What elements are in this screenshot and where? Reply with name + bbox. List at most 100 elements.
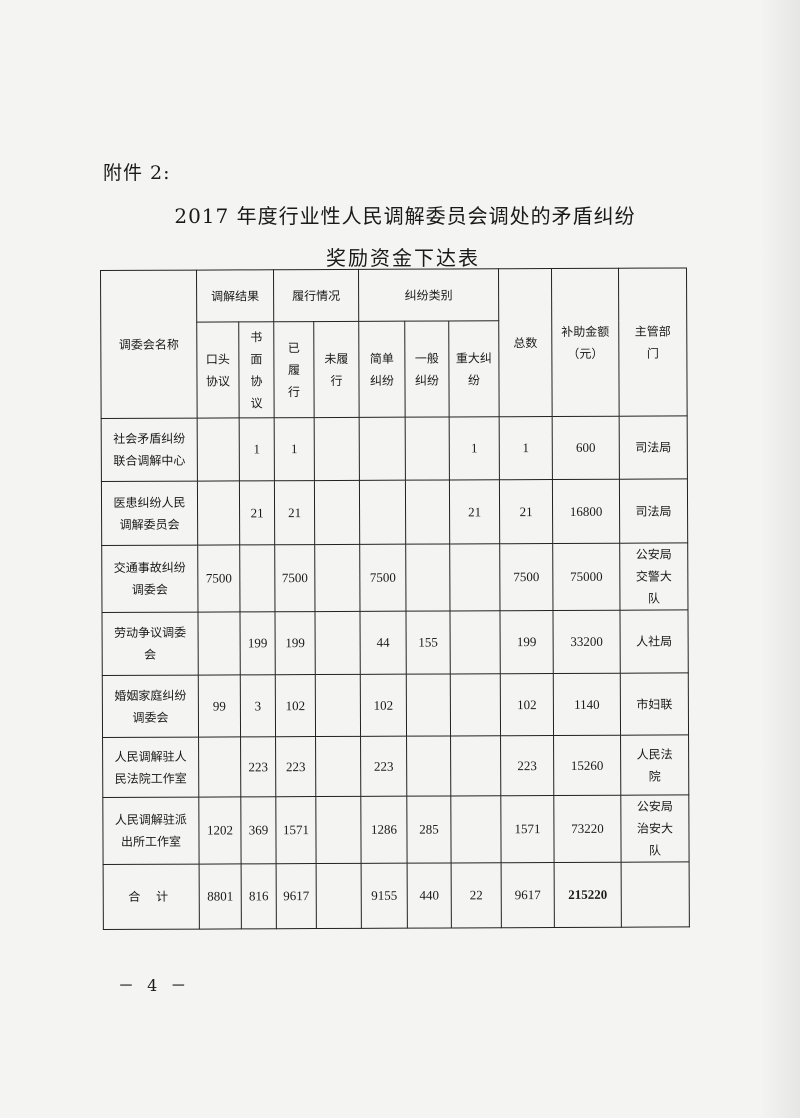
row-name: 劳动争议调委会	[101, 612, 199, 676]
cell-6	[450, 735, 501, 796]
cell-4: 102	[360, 674, 407, 737]
row-name: 医患纠纷人民调解委员会	[101, 481, 198, 546]
cell-0: 1202	[198, 796, 242, 865]
cell-1: 3	[240, 674, 276, 737]
row-name: 交通事故纠纷调委会	[101, 545, 198, 613]
cell-3	[315, 796, 362, 864]
cell-5	[406, 735, 451, 797]
row-dept: 司法局	[619, 415, 688, 480]
header-group-perform: 履行情况	[292, 288, 341, 303]
cell-2: 223	[275, 736, 316, 797]
cell-1: 1	[239, 417, 275, 481]
cell-0: 7500	[197, 544, 240, 613]
cell-3	[315, 736, 361, 797]
cell-3	[314, 480, 360, 545]
cell-4: 1286	[360, 796, 408, 864]
document-subtitle: 奖励资金下达表	[326, 246, 480, 270]
table-row: 社会矛盾纠纷联合调解中心 1 1 1 1 600 司法局	[101, 415, 688, 482]
header-total: 总数	[513, 335, 538, 350]
row-dept: 公安局治安大队	[620, 794, 690, 863]
cell-4	[359, 480, 406, 545]
cell-8: 73220	[553, 795, 622, 863]
row-name: 社会矛盾纠纷联合调解中心	[101, 418, 198, 482]
cell-0	[197, 417, 240, 482]
row-name: 合 计	[103, 864, 200, 930]
cell-0: 8801	[199, 863, 242, 930]
cell-7: 199	[499, 610, 554, 674]
cell-3	[314, 611, 361, 675]
cell-4: 44	[359, 611, 407, 675]
cell-3	[314, 544, 360, 612]
row-dept: 公安局交警大队	[619, 542, 688, 611]
cell-2: 1	[274, 417, 315, 481]
cell-5	[405, 543, 450, 612]
row-dept: 人社局	[619, 609, 689, 674]
subheader-4: 简单纠纷	[369, 351, 395, 388]
cell-5	[406, 673, 451, 737]
cell-0	[198, 736, 241, 798]
cell-6: 21	[449, 479, 500, 544]
cell-1: 816	[241, 863, 277, 929]
header-group-type: 纠纷类别	[404, 287, 453, 303]
cell-6	[449, 543, 500, 611]
table-row: 婚姻家庭纠纷调委会 99 3 102 102 102 1140 市妇联	[102, 672, 689, 738]
cell-6	[450, 673, 501, 736]
table-row: 人民调解驻人民法院工作室 223 223 223 223 15260 人民法院	[102, 734, 689, 798]
cell-6: 22	[451, 862, 502, 928]
cell-8: 600	[552, 416, 620, 480]
cell-4: 9155	[361, 863, 408, 929]
cell-0	[197, 611, 241, 676]
header-group-result: 调解结果	[211, 288, 260, 304]
cell-7: 102	[500, 673, 554, 736]
cell-7: 223	[500, 735, 554, 796]
cell-3	[314, 417, 360, 481]
row-name: 人民调解驻人民法院工作室	[102, 737, 199, 798]
subheader-3: 未履行	[324, 351, 349, 388]
award-fund-table: 调委会名称 调解结果 履行情况 纠纷类别 总数 补助金额（元） 主管部门 口头协…	[100, 267, 690, 930]
header-name: 调委会名称	[118, 337, 179, 352]
cell-6	[449, 610, 501, 674]
cell-7: 7500	[499, 543, 553, 611]
subheader-1: 书面协议	[250, 329, 263, 410]
cell-8: 1140	[553, 673, 621, 736]
cell-2: 102	[275, 674, 316, 737]
row-name: 婚姻家庭纠纷调委会	[102, 675, 199, 738]
cell-1: 199	[239, 611, 276, 675]
table-row: 劳动争议调委会 199 199 44 155 199 33200 人社局	[101, 609, 689, 676]
cell-8: 215220	[554, 862, 622, 928]
cell-5: 440	[407, 862, 452, 929]
cell-8: 15260	[553, 735, 621, 796]
cell-1: 21	[239, 480, 275, 545]
page-number: － 4 －	[118, 976, 191, 995]
table-row: 交通事故纠纷调委会 7500 7500 7500 7500 75000 公安局交警大队	[101, 542, 688, 613]
table-row: 人民调解驻派出所工作室 1202 369 1571 1286 285 1571 73220 公安…	[102, 794, 690, 865]
cell-6: 1	[449, 416, 500, 480]
cell-8: 75000	[552, 543, 620, 611]
cell-5: 285	[406, 795, 452, 864]
cell-1: 223	[240, 736, 276, 797]
row-dept: 市妇联	[620, 672, 689, 736]
cell-4	[359, 417, 406, 481]
cell-3	[315, 674, 361, 737]
total-row: 合 计 8801 816 9617 9155 440 22 9617 215220	[103, 861, 690, 930]
cell-5	[405, 416, 450, 481]
subheader-6: 重大纠纷	[455, 350, 492, 387]
cell-0: 99	[198, 674, 241, 738]
cell-2: 1571	[275, 796, 317, 864]
row-dept: 司法局	[619, 478, 688, 544]
document-title: 2017 年度行业性人民调解委员会调处的矛盾纠纷	[174, 204, 636, 228]
header-subsidy: 补助金额（元）	[561, 324, 610, 361]
cell-6	[450, 795, 502, 863]
cell-4: 223	[360, 736, 407, 797]
header-dept: 主管部门	[634, 324, 671, 361]
subheader-5: 一般纠纷	[414, 351, 440, 388]
cell-2: 21	[274, 480, 315, 545]
table-row: 医患纠纷人民调解委员会 21 21 21 21 16800 司法局	[101, 478, 688, 546]
subheader-0: 口头协议	[205, 351, 231, 389]
row-dept	[621, 861, 690, 928]
cell-4: 7500	[359, 544, 406, 612]
cell-2: 9617	[276, 863, 317, 929]
row-dept: 人民法院	[620, 734, 689, 796]
row-name: 人民调解驻派出所工作室	[102, 797, 200, 865]
cell-7: 1	[499, 416, 553, 480]
